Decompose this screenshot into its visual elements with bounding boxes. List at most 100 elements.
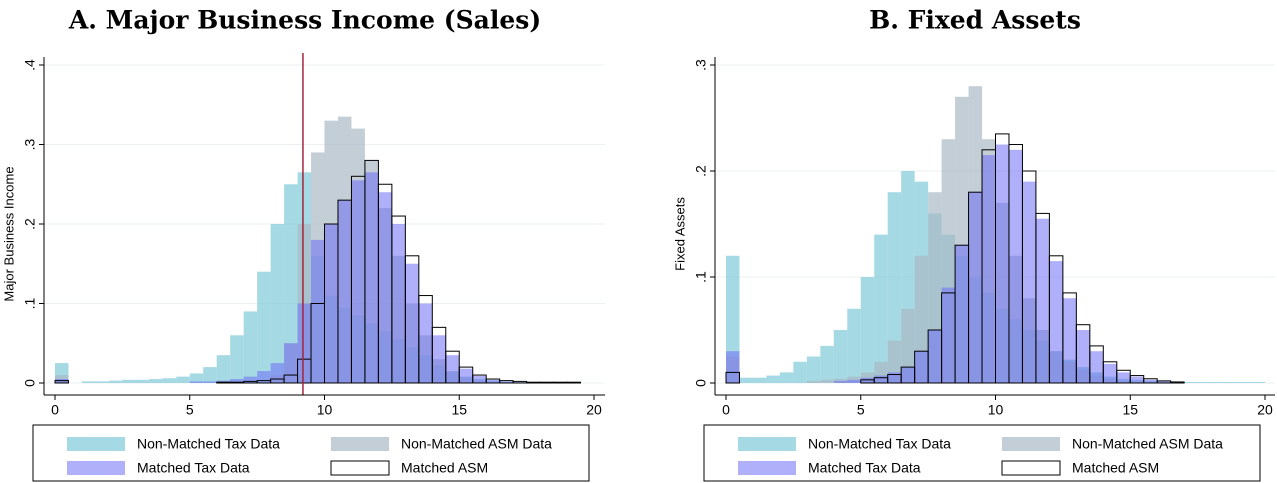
histogram-bar bbox=[405, 263, 419, 383]
chart-title: A. Major Business Income (Sales) bbox=[68, 6, 541, 35]
legend-box bbox=[703, 424, 1261, 482]
histogram-bar bbox=[54, 380, 69, 384]
x-tick-label: 15 bbox=[1122, 402, 1138, 418]
histogram-bar bbox=[499, 381, 514, 383]
histogram-bar bbox=[216, 355, 231, 383]
histogram-bar bbox=[1049, 261, 1063, 383]
histogram-bar bbox=[806, 356, 821, 383]
legend-label: Matched ASM bbox=[1072, 460, 1159, 476]
chart-title: B. Fixed Assets bbox=[869, 6, 1081, 35]
x-tick-label: 20 bbox=[586, 402, 602, 418]
histogram-bar bbox=[820, 345, 834, 383]
histogram-bar bbox=[189, 381, 204, 383]
x-tick-label: 20 bbox=[1257, 402, 1273, 418]
y-tick-label: .4 bbox=[22, 59, 38, 71]
panel: B. Fixed Assets Fixed Assets 0 .1 .2 .3 0 5 10 15… bbox=[672, 6, 1275, 482]
legend-label: Non-Matched Tax Data bbox=[137, 436, 280, 452]
histogram-bar bbox=[860, 277, 875, 383]
y-tick-label: .1 bbox=[22, 297, 38, 309]
histogram-bar bbox=[1184, 381, 1198, 383]
histogram-bar bbox=[135, 379, 150, 383]
legend-swatch bbox=[738, 437, 796, 451]
histogram-bar bbox=[122, 379, 136, 383]
histogram-bar bbox=[833, 330, 848, 383]
histogram-bar bbox=[459, 368, 473, 383]
histogram-bar bbox=[833, 380, 848, 383]
legend-label: Non-Matched ASM Data bbox=[1072, 436, 1223, 452]
y-tick-label: 0 bbox=[22, 379, 38, 387]
histogram-bar bbox=[337, 200, 352, 383]
histogram-bar bbox=[176, 376, 190, 383]
histogram-bar bbox=[1157, 380, 1171, 383]
histogram-bar bbox=[432, 335, 446, 383]
histogram-bar bbox=[270, 363, 285, 383]
histogram-bar bbox=[351, 180, 365, 383]
histogram-bar bbox=[1103, 363, 1117, 383]
histogram-bar bbox=[418, 303, 433, 383]
histogram-bar bbox=[1116, 372, 1131, 383]
y-tick-label: .2 bbox=[22, 218, 38, 230]
legend-swatch bbox=[330, 460, 390, 476]
histogram-bar bbox=[725, 371, 740, 384]
histogram-bar bbox=[1143, 379, 1158, 383]
histogram-bar bbox=[1130, 376, 1144, 383]
histogram-bar bbox=[901, 367, 915, 383]
histogram-bar bbox=[1170, 381, 1185, 384]
legend-label: Matched ASM bbox=[401, 460, 488, 476]
histogram-bar bbox=[901, 308, 915, 383]
x-tick-label: 10 bbox=[317, 402, 333, 418]
x-tick-label: 5 bbox=[857, 402, 865, 418]
histogram-bar bbox=[847, 379, 861, 383]
histogram-bar bbox=[1251, 381, 1265, 383]
legend-label: Non-Matched Tax Data bbox=[808, 436, 951, 452]
histogram-bar bbox=[874, 234, 888, 383]
y-tick-label: .1 bbox=[693, 271, 709, 283]
histogram-bar bbox=[243, 311, 258, 383]
histogram-bar bbox=[806, 380, 821, 383]
histogram-bar bbox=[472, 375, 487, 383]
histogram-bar bbox=[1022, 181, 1036, 383]
histogram-bar bbox=[553, 381, 568, 384]
histogram-bar bbox=[860, 377, 875, 383]
legend-swatch bbox=[67, 461, 125, 475]
histogram-bar bbox=[243, 376, 258, 383]
histogram-bar bbox=[230, 335, 244, 383]
x-tick-label: 15 bbox=[451, 402, 467, 418]
histogram-bar bbox=[378, 192, 392, 383]
histogram-bar bbox=[203, 381, 217, 383]
histogram-bar bbox=[1170, 381, 1185, 383]
histogram-bar bbox=[486, 379, 500, 383]
histogram-bar bbox=[1197, 381, 1212, 383]
histogram-bar bbox=[162, 378, 177, 383]
histogram-bar bbox=[779, 372, 794, 383]
histogram-bar bbox=[847, 308, 861, 383]
y-tick-label: 0 bbox=[693, 379, 709, 387]
legend-swatch bbox=[1001, 460, 1061, 476]
x-tick-label: 0 bbox=[51, 402, 59, 418]
histogram-bar bbox=[203, 367, 217, 383]
y-tick-label: .3 bbox=[22, 138, 38, 150]
legend-box bbox=[32, 424, 590, 482]
histogram-bar bbox=[793, 361, 807, 383]
histogram-bar bbox=[230, 379, 244, 383]
y-axis-label: Major Business Income bbox=[1, 166, 16, 301]
legend-label: Matched Tax Data bbox=[137, 460, 250, 476]
histogram-bar bbox=[1076, 330, 1090, 383]
histogram-bar bbox=[270, 224, 285, 383]
histogram-bar bbox=[820, 379, 834, 383]
histogram-bar bbox=[1008, 149, 1023, 383]
histogram-bar bbox=[1224, 381, 1239, 383]
x-tick-label: 10 bbox=[988, 402, 1004, 418]
histogram-bar bbox=[108, 380, 123, 383]
histogram-bar bbox=[887, 372, 902, 383]
y-tick-label: .2 bbox=[693, 165, 709, 177]
histogram-bar bbox=[968, 192, 983, 383]
histogram-bar bbox=[887, 192, 902, 383]
x-tick-label: 5 bbox=[186, 402, 194, 418]
histogram-bar bbox=[739, 377, 753, 383]
histogram-bar bbox=[766, 375, 780, 383]
histogram-bar bbox=[752, 377, 767, 383]
histogram-bar bbox=[149, 379, 163, 383]
histogram-bar bbox=[995, 144, 1009, 383]
